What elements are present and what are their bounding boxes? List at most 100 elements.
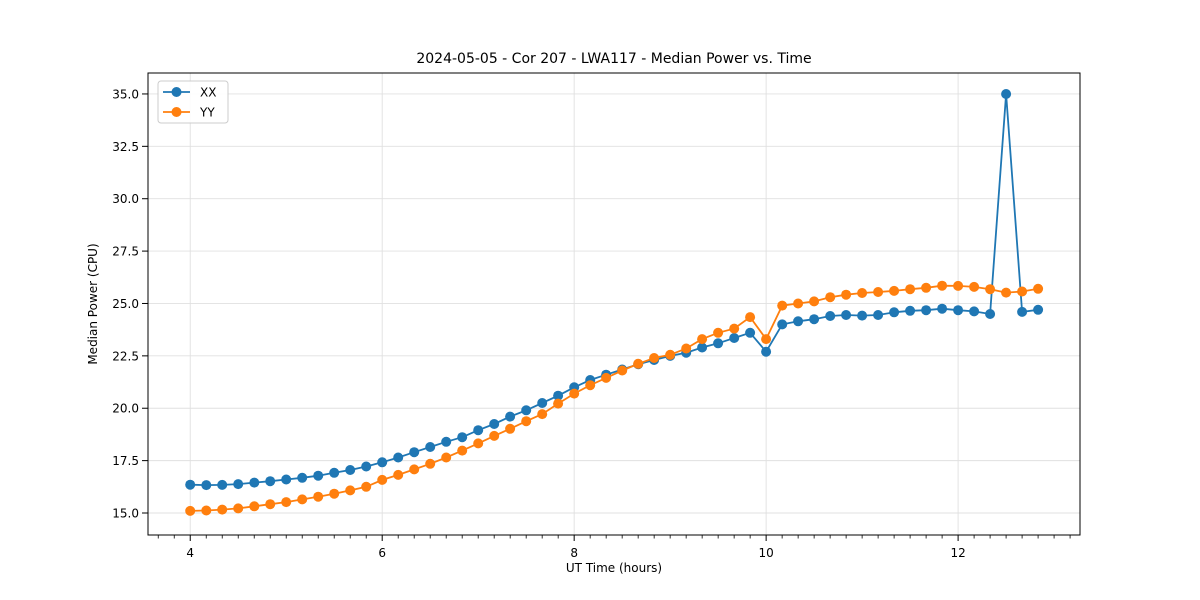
- data-point-xx: [841, 310, 852, 320]
- data-point-yy: [233, 503, 244, 514]
- series-xx: [185, 89, 1044, 491]
- data-point-xx: [249, 477, 260, 488]
- data-point-xx: [937, 303, 948, 314]
- data-point-yy: [329, 488, 340, 499]
- y-tick-label: 17.5: [112, 454, 139, 468]
- data-point-yy: [569, 388, 580, 399]
- data-point-yy: [649, 353, 660, 363]
- data-point-xx: [825, 311, 836, 321]
- data-point-xx: [553, 390, 564, 401]
- data-point-xx: [889, 307, 900, 318]
- data-point-xx: [521, 405, 532, 416]
- data-point-yy: [217, 504, 228, 515]
- data-point-xx: [873, 310, 884, 320]
- data-point-yy: [969, 281, 980, 292]
- data-point-yy: [281, 497, 292, 508]
- series-yy: [185, 280, 1044, 516]
- data-point-xx: [425, 442, 436, 452]
- y-tick-label: 35.0: [112, 87, 139, 101]
- x-tick-label: 12: [950, 546, 965, 560]
- data-point-xx: [233, 479, 244, 490]
- data-point-xx: [281, 474, 292, 485]
- data-point-yy: [889, 285, 900, 296]
- legend-marker-yy-icon: [171, 107, 182, 117]
- data-point-xx: [953, 305, 964, 316]
- data-point-xx: [505, 411, 516, 422]
- data-point-xx: [361, 461, 372, 472]
- y-tick-label: 15.0: [112, 507, 139, 521]
- x-tick-label: 4: [186, 546, 194, 560]
- data-point-xx: [441, 436, 452, 447]
- data-point-yy: [505, 423, 516, 434]
- data-point-xx: [761, 346, 772, 357]
- data-point-yy: [441, 452, 452, 463]
- data-point-xx: [313, 470, 324, 481]
- data-point-xx: [537, 398, 548, 408]
- data-point-yy: [409, 464, 420, 475]
- data-point-yy: [457, 445, 468, 456]
- data-point-xx: [409, 447, 420, 458]
- data-point-xx: [489, 419, 500, 429]
- data-point-yy: [937, 280, 948, 291]
- data-point-xx: [985, 309, 996, 319]
- data-point-xx: [473, 425, 484, 436]
- data-point-yy: [745, 312, 756, 323]
- x-tick-label: 8: [570, 546, 578, 560]
- y-tick-label: 20.0: [112, 402, 139, 416]
- legend-item-yy: YY: [163, 106, 215, 120]
- data-point-yy: [905, 284, 916, 295]
- legend-box: [157, 80, 229, 124]
- data-point-yy: [777, 300, 788, 311]
- data-point-yy: [665, 349, 676, 360]
- data-point-xx: [921, 305, 932, 316]
- data-point-yy: [553, 398, 564, 409]
- data-point-yy: [761, 334, 772, 345]
- data-point-yy: [793, 298, 804, 309]
- data-point-xx: [969, 306, 980, 317]
- data-point-yy: [873, 287, 884, 297]
- y-axis-label: Median Power (CPU): [86, 243, 100, 364]
- data-point-xx: [377, 457, 388, 468]
- data-point-yy: [537, 409, 548, 420]
- data-point-yy: [953, 280, 964, 291]
- data-point-yy: [313, 491, 324, 502]
- data-point-yy: [249, 501, 260, 512]
- x-axis-label: UT Time (hours): [566, 561, 662, 575]
- data-point-yy: [713, 327, 724, 338]
- data-point-xx: [905, 305, 916, 316]
- data-point-xx: [713, 338, 724, 349]
- data-point-xx: [217, 479, 228, 490]
- data-point-yy: [681, 343, 692, 354]
- y-tick-label: 30.0: [112, 192, 139, 206]
- y-tick-label: 22.5: [112, 349, 139, 363]
- data-point-yy: [825, 292, 836, 303]
- y-tick-label: 25.0: [112, 297, 139, 311]
- data-point-xx: [793, 316, 804, 327]
- data-point-yy: [265, 499, 276, 510]
- y-tick-label: 32.5: [112, 140, 139, 154]
- data-point-xx: [1033, 304, 1044, 315]
- data-point-yy: [841, 289, 852, 300]
- legend-label-xx: XX: [200, 86, 216, 100]
- x-tick-label: 6: [378, 546, 386, 560]
- data-point-yy: [633, 358, 644, 369]
- grid-layer: [148, 73, 1080, 535]
- x-tick-label: 10: [758, 546, 773, 560]
- data-point-yy: [601, 372, 612, 383]
- data-point-yy: [393, 469, 404, 480]
- data-point-yy: [201, 505, 212, 516]
- y-tick-label: 27.5: [112, 245, 139, 259]
- legend: XX YY: [157, 80, 229, 124]
- data-point-yy: [345, 485, 356, 496]
- data-point-yy: [585, 380, 596, 391]
- data-point-xx: [777, 319, 788, 330]
- data-point-xx: [697, 342, 708, 353]
- data-point-yy: [1033, 283, 1044, 294]
- chart-title: 2024-05-05 - Cor 207 - LWA117 - Median P…: [416, 51, 811, 67]
- legend-marker-xx-icon: [171, 87, 182, 97]
- data-point-yy: [297, 494, 308, 505]
- data-point-yy: [697, 334, 708, 345]
- data-point-xx: [297, 472, 308, 483]
- legend-item-xx: XX: [163, 86, 216, 100]
